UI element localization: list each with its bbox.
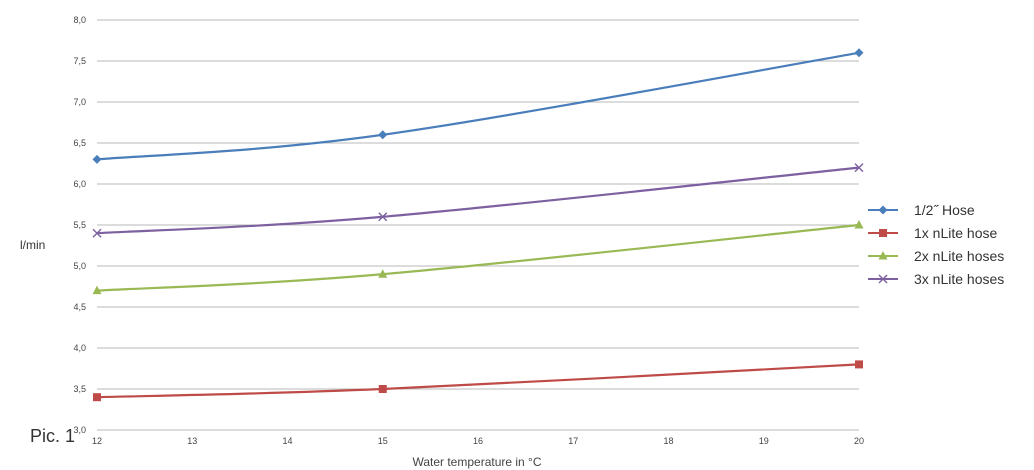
legend-marker-4 <box>878 274 888 284</box>
y-tick-label: 5,5 <box>73 220 86 230</box>
x-tick-label: 20 <box>854 436 864 446</box>
y-tick-label: 8,0 <box>73 15 86 25</box>
x-axis-label: Water temperature in °C <box>412 455 541 469</box>
x-tick-label: 15 <box>378 436 388 446</box>
x-tick-label: 12 <box>92 436 102 446</box>
data-point-series-3 <box>854 220 864 229</box>
y-axis-label: l/min <box>20 238 45 252</box>
legend-marker-4-stroke <box>878 274 888 284</box>
y-tick-label: 3,5 <box>73 384 86 394</box>
series-line-1 <box>96 51 860 161</box>
series-line-4 <box>96 166 860 235</box>
legend-marker-3 <box>878 251 888 260</box>
x-tick-label: 16 <box>473 436 483 446</box>
data-point-series-3 <box>92 285 102 295</box>
data-point-series-2 <box>93 393 101 402</box>
legend-label-2: 1x nLite hose <box>914 225 997 241</box>
legend-marker-2 <box>879 229 887 237</box>
x-tick-label: 17 <box>568 436 578 446</box>
x-tick-label: 18 <box>663 436 673 446</box>
x-axis-ticks: 12 13 14 15 16 17 18 19 20 <box>92 436 864 446</box>
y-tick-label: 3,0 <box>73 425 86 435</box>
legend-label-3: 2x nLite hoses <box>914 248 1004 264</box>
data-point-series-4 <box>92 228 102 238</box>
y-tick-label: 7,5 <box>73 56 86 66</box>
legend-label-1: 1/2˝ Hose <box>914 202 975 218</box>
data-point-series-4 <box>378 212 388 222</box>
legend-label-4: 3x nLite hoses <box>914 271 1004 287</box>
y-tick-label: 5,0 <box>73 261 86 271</box>
data-point-series-2 <box>378 385 387 393</box>
y-tick-label: 6,0 <box>73 179 86 189</box>
data-point-series-4 <box>854 163 864 173</box>
figure-caption: Pic. 1 <box>30 426 75 446</box>
data-point-series-4-stroke <box>92 228 102 238</box>
y-axis-ticks: 3,0 3,5 4,0 4,5 5,0 5,5 6,0 6,5 7,0 7,5 8,0 <box>73 15 86 435</box>
series-line-2 <box>96 363 860 399</box>
data-point-series-1 <box>854 48 864 58</box>
x-tick-label: 13 <box>187 436 197 446</box>
gridlines <box>97 19 859 431</box>
y-tick-label: 4,0 <box>73 343 86 353</box>
legend: 1/2˝ Hose 1x nLite hose 2x nLite hoses 3x n… <box>868 202 1004 287</box>
x-tick-label: 14 <box>282 436 292 446</box>
data-point-series-1 <box>92 154 102 164</box>
data-point-series-2 <box>855 360 863 369</box>
legend-marker-1 <box>878 205 888 215</box>
x-tick-label: 19 <box>759 436 769 446</box>
series-lines <box>92 48 864 402</box>
series-line-3 <box>96 223 860 292</box>
data-point-series-4-stroke <box>378 212 388 222</box>
data-point-series-4-stroke <box>854 163 864 173</box>
y-tick-label: 6,5 <box>73 138 86 148</box>
data-point-series-1 <box>378 130 388 140</box>
y-tick-label: 4,5 <box>73 302 86 312</box>
data-point-series-3 <box>378 269 388 278</box>
y-tick-label: 7,0 <box>73 97 86 107</box>
